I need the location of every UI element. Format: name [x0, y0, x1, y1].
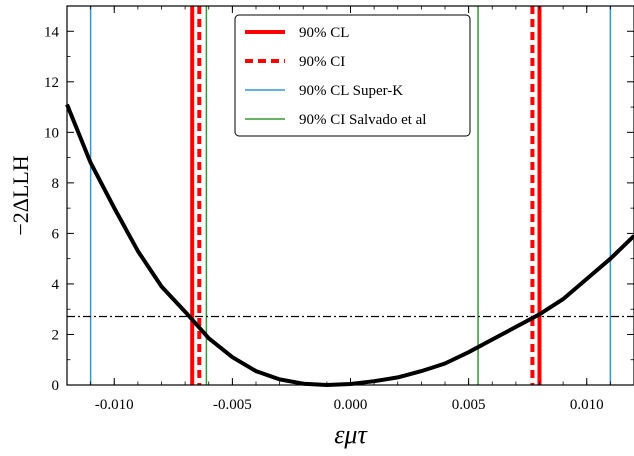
x-tick-label-4: 0.010	[570, 397, 604, 413]
x-axis-label: εμτ	[334, 420, 368, 449]
y-tick-label-4: 8	[52, 176, 60, 192]
y-tick-label-7: 14	[44, 24, 60, 40]
x-tick-label-0: -0.010	[95, 397, 134, 413]
x-tick-label-3: 0.005	[452, 397, 486, 413]
x-tick-label-1: -0.005	[213, 397, 252, 413]
legend-label-3: 90% CI Salvado et al	[299, 112, 426, 128]
y-tick-label-0: 0	[52, 378, 60, 394]
y-tick-label-3: 6	[52, 226, 60, 242]
likelihood-curve	[65, 103, 634, 387]
y-axis-label: −2ΔLLH	[8, 155, 33, 235]
y-tick-label-5: 10	[44, 125, 59, 141]
legend-label-0: 90% CL	[299, 25, 349, 41]
x-tick-label-2: 0.000	[334, 397, 368, 413]
y-tick-label-2: 4	[52, 277, 60, 293]
y-tick-label-1: 2	[52, 327, 60, 343]
y-tick-label-6: 12	[44, 75, 59, 91]
legend-label-1: 90% CI	[299, 54, 345, 70]
legend-label-2: 90% CL Super-K	[299, 83, 403, 99]
legend-box	[234, 14, 471, 137]
